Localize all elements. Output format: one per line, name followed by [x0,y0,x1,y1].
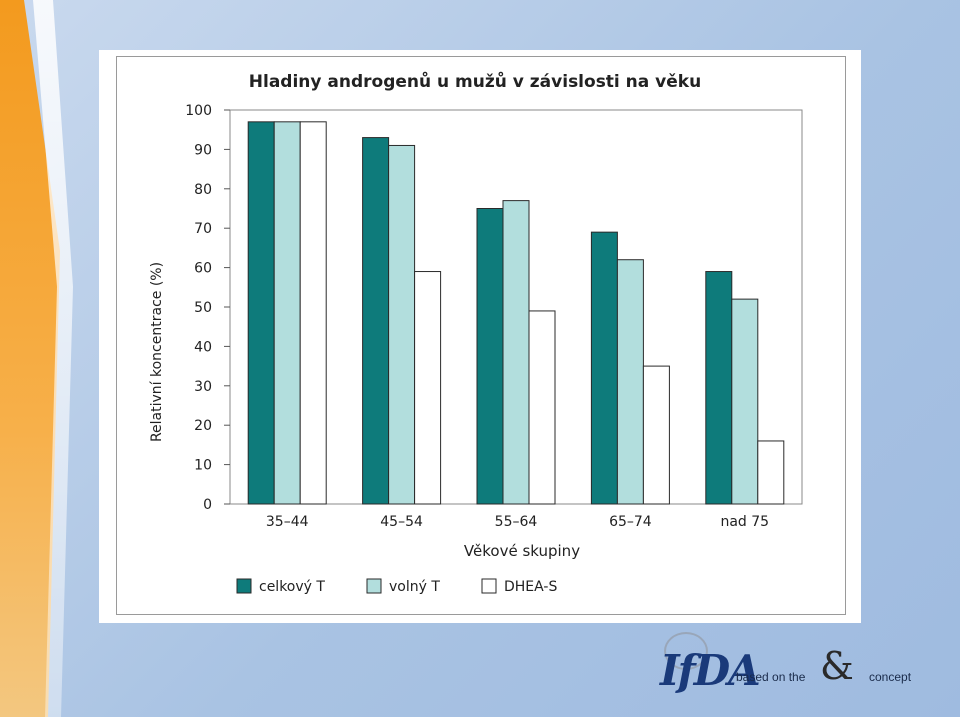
bar-2-3 [502,200,530,505]
y-tick-label-80: 80 [194,182,212,198]
legend-swatch-3 [481,578,497,594]
bar-1-2 [362,137,390,505]
chart-panel: Hladiny androgenů u mužů v závislosti na… [99,50,861,623]
amp-logo: & [820,644,854,688]
bar-2-1 [273,121,301,505]
bar-2-5 [731,298,759,505]
bar-2-2 [388,144,416,505]
bar-2-4 [616,259,644,505]
concept-text: concept [869,670,912,684]
chart-frame: Hladiny androgenů u mužů v závislosti na… [116,56,846,615]
legend: celkový T volný T DHEA-S [236,578,557,595]
bar-3-4 [642,365,670,505]
legend-swatch-1 [236,578,252,594]
bar-3-1 [299,121,327,505]
bar-3-5 [757,440,785,505]
y-tick-label-50: 50 [194,300,212,316]
legend-label-1: celkový T [259,579,325,595]
based-on-text: based on the [736,670,806,684]
y-tick-label-10: 10 [194,458,212,474]
y-axis-label: Relativní koncentrace (%) [149,262,165,442]
y-tick-label-90: 90 [194,142,212,158]
x-tick-label-4: 65–74 [609,514,652,530]
bar-3-3 [528,310,556,505]
bar-1-3 [476,208,504,505]
y-tick-label-100: 100 [185,103,212,119]
legend-label-3: DHEA-S [504,579,557,595]
bar-1-5 [705,271,733,505]
x-tick-label-5: nad 75 [720,514,769,530]
y-tick-label-20: 20 [194,418,212,434]
y-tick-label-60: 60 [194,261,212,277]
ifda-logo: IfDA [660,646,761,695]
x-tick-label-3: 55–64 [495,514,538,530]
bar-1-1 [247,121,275,505]
plot-area: 0 10 20 30 40 50 60 70 80 90 100 35–44 45–54 55–64 65–… [185,103,803,530]
y-tick-label-30: 30 [194,379,212,395]
legend-swatch-2 [366,578,382,594]
bar-1-4 [590,231,618,505]
x-axis-label: Věkové skupiny [464,542,580,560]
x-tick-label-1: 35–44 [266,514,309,530]
footer-branding: IfDA based on the & concept [660,632,950,696]
chart-title: Hladiny androgenů u mužů v závislosti na… [249,70,701,92]
x-tick-label-2: 45–54 [380,514,423,530]
bar-chart: Hladiny androgenů u mužů v závislosti na… [149,70,803,595]
y-tick-label-0: 0 [203,497,212,513]
legend-label-2: volný T [389,579,440,595]
globe-icon [664,632,708,670]
y-tick-label-70: 70 [194,221,212,237]
y-tick-label-40: 40 [194,339,212,355]
bar-3-2 [414,271,442,505]
